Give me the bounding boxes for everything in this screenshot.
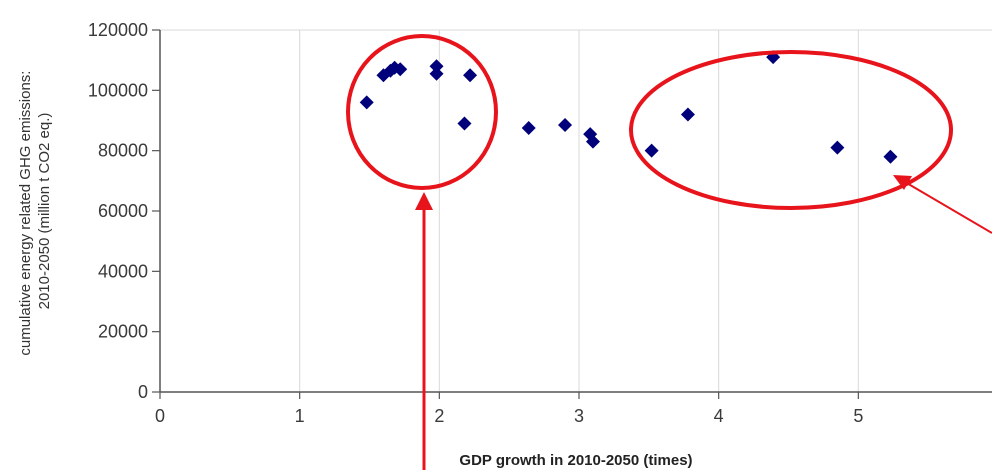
- x-tick-labels: 0123456: [155, 392, 863, 426]
- x-tick-label: 2: [434, 406, 444, 426]
- x-axis-label: GDP growth in 2010-2050 (times): [459, 452, 692, 469]
- y-tick-label: 40000: [98, 261, 148, 281]
- x-tick-label: 5: [853, 406, 863, 426]
- data-point: [457, 116, 472, 131]
- data-point: [429, 66, 444, 81]
- y-tick-label: 20000: [98, 322, 148, 342]
- y-tick-label: 100000: [88, 80, 148, 100]
- data-point: [830, 140, 845, 155]
- x-tick-label: 4: [714, 406, 724, 426]
- annotation-ellipse-right: [629, 50, 953, 210]
- data-point: [883, 149, 898, 164]
- annotation-arrowhead-vertical: [415, 192, 433, 210]
- y-tick-labels: 0 20000 40000 60000 80000 100000 120000: [88, 20, 160, 402]
- data-point: [521, 121, 536, 136]
- data-point: [393, 62, 408, 77]
- y-axis-label: cumulative energy related GHG emissions:…: [17, 66, 53, 355]
- data-point: [680, 107, 695, 122]
- y-tick-label: 0: [138, 382, 148, 402]
- data-point: [585, 134, 600, 149]
- data-points: [359, 50, 898, 164]
- annotation-arrow-diagonal: [904, 181, 992, 234]
- annotation-arrowhead-diagonal: [893, 175, 912, 190]
- annotation-circle-left: [346, 34, 498, 190]
- y-tick-label: 80000: [98, 141, 148, 161]
- data-point: [429, 59, 444, 74]
- gridlines: [160, 29, 992, 392]
- x-tick-label: 1: [295, 406, 305, 426]
- y-axis-label-line-2: 2010-2050 (million t CO2 eq.): [36, 113, 53, 310]
- y-tick-label: 60000: [98, 201, 148, 221]
- data-point: [359, 95, 374, 110]
- x-tick-label: 0: [155, 406, 165, 426]
- x-tick-label: 3: [574, 406, 584, 426]
- data-point: [463, 68, 478, 83]
- data-point: [644, 143, 659, 158]
- y-tick-label: 120000: [88, 20, 148, 40]
- y-axis-label-line-1: cumulative energy related GHG emissions:: [17, 71, 34, 356]
- annotations: [346, 34, 992, 470]
- data-point: [558, 118, 573, 133]
